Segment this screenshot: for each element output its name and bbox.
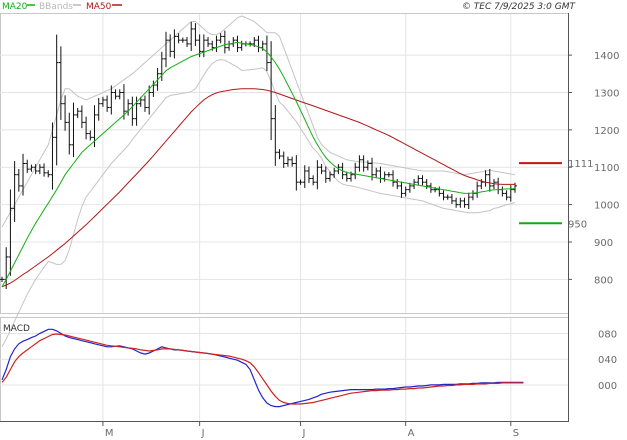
bband-lower-line [1,59,516,347]
level-label-950: 950 [568,219,587,230]
ma20-line [1,41,516,288]
ma50-line [1,88,515,288]
date-axis-label: S [513,428,519,439]
macd-axis-label: 080 [598,329,617,340]
price-axis-label: 1300 [594,88,619,99]
price-axis-label: 1400 [594,51,619,62]
bband-upper-line [1,15,516,228]
macd-title: MACD [3,324,30,334]
price-axis-label: 800 [594,275,613,286]
legend-ma20-label: MA20 [2,2,28,12]
price-axis-label: 1200 [594,126,619,137]
legend-ma50-label: MA50 [86,2,112,12]
macd-axis-label: 040 [598,355,617,366]
macd-panel-frame [0,317,569,422]
price-axis-label: 1000 [594,201,619,212]
level-label-1111: 1111 [568,159,593,170]
date-axis-label: J [302,428,306,439]
date-axis-label: M [105,428,114,439]
signal-line [1,333,524,405]
copyright-text: © TEC 7/9/2025 3:0 GMT [462,2,577,12]
price-axis-label: 900 [594,238,613,249]
date-axis-label: J [201,428,205,439]
macd-axis-label: 000 [598,381,617,392]
price-axis-label: 1100 [594,163,619,174]
date-axis-label: A [408,428,415,439]
legend-bbands-label: BBands [39,2,73,12]
macd-line [1,328,524,408]
